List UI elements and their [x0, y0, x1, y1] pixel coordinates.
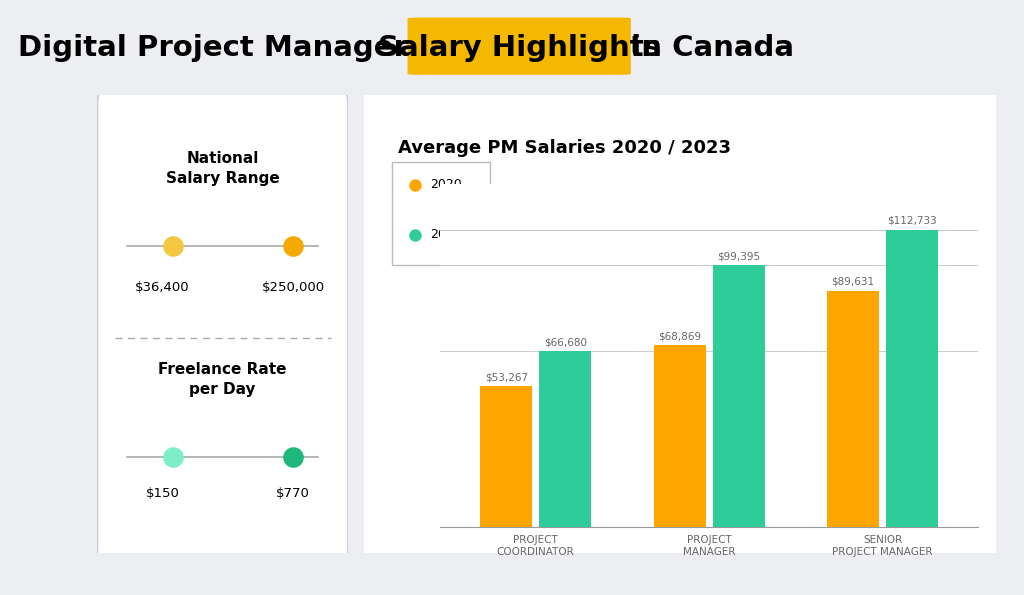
Bar: [886, 230, 938, 527]
Text: $36,400: $36,400: [135, 281, 189, 294]
Text: in Canada: in Canada: [621, 35, 794, 62]
Point: [164, 452, 180, 462]
Bar: [480, 386, 532, 527]
Bar: [713, 265, 765, 527]
Point: [408, 180, 424, 189]
Bar: [540, 351, 591, 527]
Text: 2020: 2020: [430, 178, 462, 191]
Text: $99,395: $99,395: [717, 251, 760, 261]
Text: 2023: 2023: [430, 228, 462, 242]
FancyBboxPatch shape: [408, 17, 631, 75]
Text: $66,680: $66,680: [544, 337, 587, 347]
Point: [285, 242, 301, 251]
Text: $112,733: $112,733: [887, 216, 937, 226]
FancyBboxPatch shape: [97, 86, 348, 567]
Point: [285, 452, 301, 462]
Bar: [827, 291, 879, 527]
Text: $250,000: $250,000: [261, 281, 325, 294]
Text: $770: $770: [276, 487, 310, 500]
Text: $89,631: $89,631: [831, 277, 874, 287]
Text: Salary Highlights: Salary Highlights: [378, 35, 660, 62]
Bar: [653, 345, 706, 527]
Point: [164, 242, 180, 251]
Text: $53,267: $53,267: [484, 372, 527, 383]
Text: Freelance Rate
per Day: Freelance Rate per Day: [159, 362, 287, 397]
Text: $150: $150: [145, 487, 179, 500]
Text: National
Salary Range: National Salary Range: [166, 151, 280, 186]
Text: Average PM Salaries 2020 / 2023: Average PM Salaries 2020 / 2023: [398, 139, 731, 157]
Text: Digital Project Manager: Digital Project Manager: [17, 35, 418, 62]
FancyBboxPatch shape: [351, 90, 1002, 562]
Point: [408, 230, 424, 240]
Text: $68,869: $68,869: [658, 331, 701, 342]
